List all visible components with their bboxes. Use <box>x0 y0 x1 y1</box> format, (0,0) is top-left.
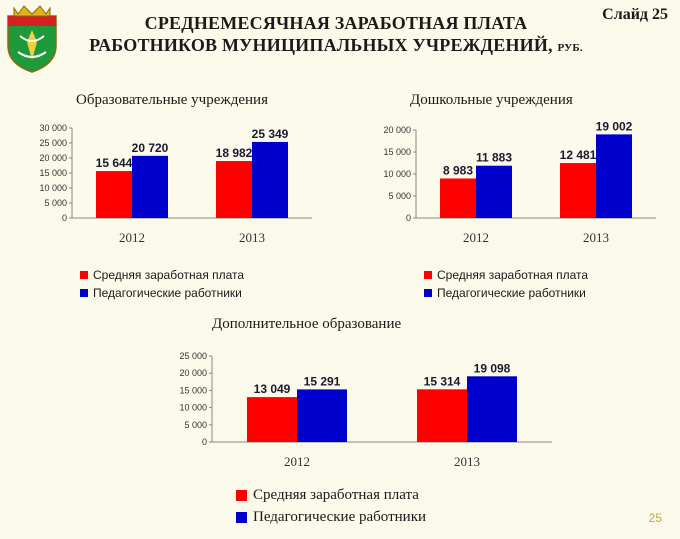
title-unit: РУБ. <box>557 42 583 54</box>
y-tick-label: 0 <box>406 213 411 223</box>
x-category-label: 2012 <box>463 230 489 245</box>
slide-number-label: Слайд 25 <box>602 6 668 23</box>
legend-item: Средняя заработная плата <box>80 266 244 284</box>
y-tick-label: 15 000 <box>383 147 411 157</box>
chart-additional-education: 0 5 000 10 000 15 000 20 000 25 000 13 049 15 2… <box>179 351 552 469</box>
legend-item: Педагогические работники <box>424 284 588 302</box>
legend-item: Средняя заработная плата <box>424 266 588 284</box>
legend-label: Педагогические работники <box>93 286 242 300</box>
y-tick-label: 10 000 <box>39 183 67 193</box>
chart-2-title: Дошкольные учреждения <box>410 92 573 108</box>
legend-swatch <box>236 511 247 523</box>
title-line-1: СРЕДНЕМЕСЯЧНАЯ ЗАРАБОТНАЯ ПЛАТА <box>144 13 528 33</box>
data-label: 19 002 <box>596 119 633 133</box>
chart-education: 0 5 000 10 000 15 000 20 000 25 000 30 000 15 6… <box>39 123 312 245</box>
bar-teachers-2013 <box>467 376 517 442</box>
data-label: 18 982 <box>216 146 253 160</box>
y-tick-label: 5 000 <box>388 191 411 201</box>
bar-teachers-2012 <box>132 155 168 218</box>
title-line-2-text: РАБОТНИКОВ МУНИЦИПАЛЬНЫХ УЧРЕЖДЕНИЙ, <box>89 35 553 55</box>
y-tick-label: 25 000 <box>179 351 207 361</box>
bar-average-salary-2013 <box>560 163 596 218</box>
chart-3-title: Дополнительное образование <box>212 316 402 332</box>
bar-teachers-2012 <box>476 165 512 218</box>
y-tick-label: 15 000 <box>179 385 207 395</box>
data-label: 8 983 <box>443 163 473 177</box>
x-category-label: 2013 <box>454 454 480 469</box>
page-number: 25 <box>648 511 662 525</box>
x-category-label: 2013 <box>239 230 265 245</box>
chart-1-title: Образовательные учреждения <box>76 92 268 108</box>
y-tick-label: 10 000 <box>179 403 207 413</box>
bar-teachers-2013 <box>252 141 288 218</box>
bar-average-salary-2012 <box>247 397 297 442</box>
legend-label: Средняя заработная плата <box>253 486 419 503</box>
bar-teachers-2013 <box>596 134 632 218</box>
data-label: 12 481 <box>560 148 597 162</box>
y-tick-label: 5 000 <box>44 198 67 208</box>
legend-swatch <box>424 271 432 279</box>
legend-swatch <box>80 271 88 279</box>
data-label: 11 883 <box>476 151 512 165</box>
data-label: 25 349 <box>252 127 289 141</box>
y-tick-label: 0 <box>62 213 67 223</box>
coat-of-arms-icon <box>7 5 57 73</box>
chart-1-legend: Средняя заработная плата Педагогические р… <box>80 266 244 302</box>
legend-label: Педагогические работники <box>437 286 586 300</box>
y-tick-label: 20 000 <box>383 125 411 135</box>
bar-average-salary-2013 <box>417 389 467 442</box>
legend-item: Средняя заработная плата <box>236 484 426 506</box>
y-tick-label: 0 <box>202 437 207 447</box>
data-label: 19 098 <box>474 361 511 375</box>
bar-average-salary-2013 <box>216 161 252 218</box>
y-tick-label: 20 000 <box>179 368 207 378</box>
legend-label: Средняя заработная плата <box>93 268 245 282</box>
legend-swatch <box>236 489 247 501</box>
data-label: 20 720 <box>132 141 169 155</box>
legend-item: Педагогические работники <box>80 284 244 302</box>
x-category-label: 2012 <box>119 230 145 245</box>
x-category-label: 2013 <box>583 230 609 245</box>
data-label: 15 314 <box>424 374 461 388</box>
page-title: СРЕДНЕМЕСЯЧНАЯ ЗАРАБОТНАЯ ПЛАТА РАБОТНИК… <box>66 12 606 59</box>
data-label: 13 049 <box>254 382 291 396</box>
y-tick-label: 5 000 <box>184 420 207 430</box>
chart-3-legend: Средняя заработная плата Педагогические р… <box>236 484 426 528</box>
legend-swatch <box>424 289 432 297</box>
legend-swatch <box>80 289 88 297</box>
x-category-label: 2012 <box>284 454 310 469</box>
legend-label: Средняя заработная плата <box>437 268 589 282</box>
bar-average-salary-2012 <box>440 178 476 218</box>
data-label: 15 644 <box>96 156 133 170</box>
y-tick-label: 30 000 <box>39 123 67 133</box>
title-line-2: РАБОТНИКОВ МУНИЦИПАЛЬНЫХ УЧРЕЖДЕНИЙ, РУБ… <box>66 34 606 59</box>
y-tick-label: 25 000 <box>39 138 67 148</box>
bar-average-salary-2012 <box>96 171 132 218</box>
legend-label: Педагогические работники <box>253 508 427 525</box>
y-tick-label: 20 000 <box>39 153 67 163</box>
y-tick-label: 10 000 <box>383 169 411 179</box>
legend-item: Педагогические работники <box>236 506 426 528</box>
data-label: 15 291 <box>304 374 341 388</box>
y-tick-label: 15 000 <box>39 168 67 178</box>
chart-2-legend: Средняя заработная плата Педагогические р… <box>424 266 588 302</box>
bar-teachers-2012 <box>297 389 347 442</box>
